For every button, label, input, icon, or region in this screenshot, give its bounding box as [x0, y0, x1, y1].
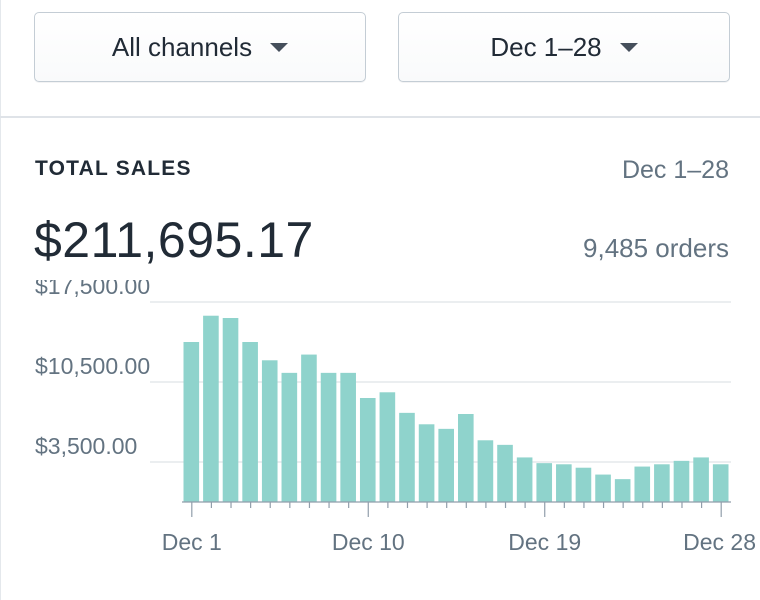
- y-tick-label: $10,500.00: [35, 353, 150, 379]
- bar: [458, 414, 474, 502]
- x-tick-label: Dec 10: [332, 529, 405, 555]
- x-tick-label: Dec 19: [508, 529, 581, 555]
- bar: [556, 464, 572, 502]
- y-tick-label: $17,500.00: [35, 280, 150, 299]
- bar: [340, 372, 356, 502]
- panel-left-border: [0, 0, 1, 600]
- bar: [222, 318, 239, 502]
- channel-filter-dropdown[interactable]: All channels: [34, 12, 366, 82]
- x-tick-label: Dec 28: [683, 529, 756, 555]
- bar: [693, 457, 709, 502]
- section-divider: [0, 116, 760, 118]
- bar: [477, 440, 494, 502]
- bar: [399, 412, 415, 502]
- bar: [418, 424, 435, 502]
- card-title: TOTAL SALES: [35, 157, 192, 180]
- bar: [614, 479, 631, 502]
- x-tick-label: Dec 1: [162, 529, 222, 555]
- caret-down-icon: [619, 42, 638, 52]
- bar: [497, 444, 513, 502]
- channel-filter-label: All channels: [111, 31, 253, 62]
- bar: [438, 428, 454, 502]
- bar: [261, 360, 278, 502]
- bar: [359, 398, 376, 502]
- total-sales-value: $211,695.17: [34, 212, 314, 268]
- filter-bar: All channels Dec 1–28: [0, 0, 760, 116]
- bar: [320, 372, 337, 502]
- bar: [203, 315, 219, 502]
- date-range-dropdown[interactable]: Dec 1–28: [398, 12, 730, 82]
- bar: [242, 342, 258, 502]
- caret-down-icon: [270, 42, 289, 52]
- card-date-range: Dec 1–28: [621, 156, 729, 184]
- sales-bar-chart: $3,500.00 $10,500.00 $17,500.00 Dec 1 Dec 10…: [35, 280, 756, 555]
- bar: [379, 392, 396, 502]
- bar: [595, 474, 611, 502]
- bar: [634, 466, 651, 502]
- orders-count: 9,485 orders: [583, 233, 729, 263]
- bar: [281, 372, 298, 502]
- bar: [301, 354, 317, 502]
- bar: [673, 460, 690, 502]
- bar: [575, 467, 592, 502]
- bar: [536, 463, 553, 502]
- bar: [654, 464, 670, 502]
- bar: [183, 342, 200, 502]
- date-range-label: Dec 1–28: [490, 31, 602, 62]
- bar: [516, 457, 533, 502]
- y-tick-label: $3,500.00: [35, 433, 137, 459]
- bar: [712, 464, 729, 502]
